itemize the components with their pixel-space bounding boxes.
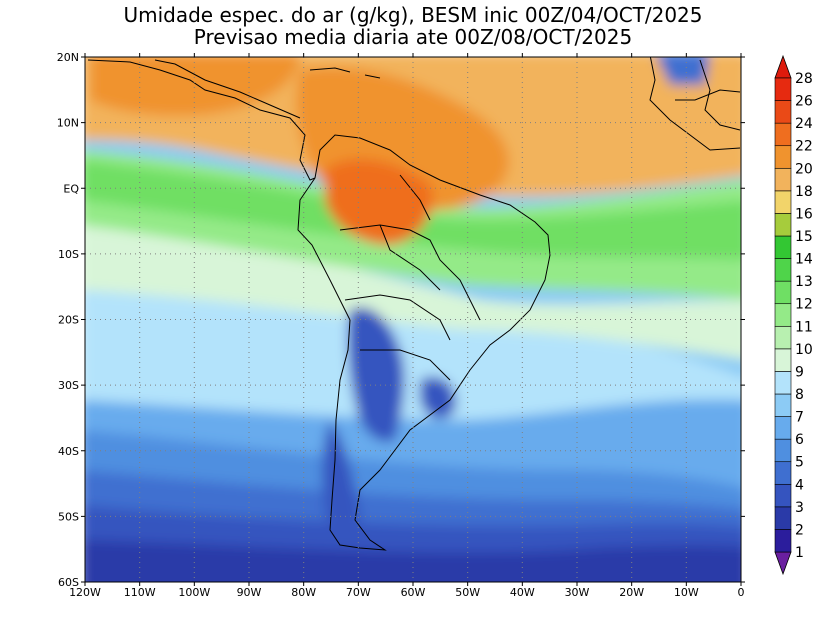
lon-label: 0 bbox=[738, 586, 745, 599]
humidity-field bbox=[85, 57, 741, 582]
latitude-axis: 20N 10N EQ 10S 20S 30S 40S 50S 60S bbox=[57, 51, 745, 589]
colorbar-swatch bbox=[774, 77, 792, 101]
colorbar-label: 14 bbox=[795, 252, 813, 268]
colorbar-label: 6 bbox=[795, 432, 804, 448]
lat-label: 40S bbox=[58, 445, 79, 458]
colorbar-label: 26 bbox=[795, 94, 813, 110]
lon-label: 90W bbox=[237, 586, 262, 599]
colorbar-swatch bbox=[774, 145, 792, 169]
lon-label: 120W bbox=[69, 586, 101, 599]
colorbar-label: 20 bbox=[795, 161, 813, 177]
colorbar-label: 24 bbox=[795, 116, 813, 132]
lat-label: 20N bbox=[57, 51, 79, 64]
lon-label: 80W bbox=[291, 586, 316, 599]
colorbar-label: 7 bbox=[795, 410, 804, 426]
colorbar-swatch bbox=[774, 348, 792, 372]
colorbar-swatch bbox=[774, 529, 792, 553]
lon-label: 100W bbox=[178, 586, 210, 599]
colorbar-swatch bbox=[774, 258, 792, 282]
colorbar-label: 1 bbox=[795, 545, 804, 561]
lon-label: 40W bbox=[510, 586, 535, 599]
colorbar-swatch bbox=[774, 325, 792, 350]
colorbar-swatch bbox=[774, 122, 792, 147]
colorbar-label: 22 bbox=[795, 139, 813, 155]
colorbar-swatch bbox=[774, 393, 792, 417]
colorbar-swatch bbox=[774, 461, 792, 485]
colorbar-label: 10 bbox=[795, 342, 813, 358]
chart-subtitle: Previsao media diaria ate 00Z/08/OCT/202… bbox=[194, 25, 632, 49]
lon-label: 70W bbox=[346, 586, 371, 599]
lon-label: 20W bbox=[619, 586, 644, 599]
longitude-axis: 120W 110W 100W 90W 80W 70W 60W 50W 40W 30W 20W 10W 0 bbox=[69, 53, 745, 599]
colorbar-swatch bbox=[774, 167, 792, 192]
colorbar-high-arrow bbox=[774, 54, 792, 79]
coastlines bbox=[87, 57, 741, 551]
colorbar-swatch bbox=[774, 280, 792, 305]
colorbar-label: 12 bbox=[795, 297, 813, 313]
colorbar-swatch bbox=[774, 303, 792, 327]
colorbar-label: 11 bbox=[795, 319, 813, 335]
colorbar-swatch bbox=[774, 416, 792, 440]
colorbar-swatch bbox=[774, 483, 792, 508]
colorbar-swatch bbox=[774, 190, 792, 214]
colorbar-swatch bbox=[774, 235, 792, 259]
colorbar-label: 5 bbox=[795, 455, 804, 471]
colorbar-label: 4 bbox=[795, 477, 804, 493]
lat-label: EQ bbox=[63, 182, 79, 195]
colorbar-label: 28 bbox=[795, 71, 813, 87]
lon-label: 50W bbox=[455, 586, 480, 599]
lat-label: 10S bbox=[58, 248, 79, 261]
colorbar-swatch bbox=[774, 100, 792, 124]
colorbar-swatch bbox=[774, 506, 792, 530]
colorbar-label: 2 bbox=[795, 522, 804, 538]
colorbar-label: 8 bbox=[795, 387, 804, 403]
colorbar-label: 18 bbox=[795, 184, 813, 200]
colorbar-label: 15 bbox=[795, 229, 813, 245]
lon-label: 10W bbox=[674, 586, 699, 599]
lat-label: 50S bbox=[58, 510, 79, 523]
colorbar-label: 13 bbox=[795, 274, 813, 290]
lon-label: 30W bbox=[565, 586, 590, 599]
colorbar-label: 9 bbox=[795, 364, 804, 380]
colorbar-low-arrow bbox=[774, 551, 792, 576]
lat-label: 10N bbox=[57, 117, 79, 130]
lat-label: 30S bbox=[58, 379, 79, 392]
colorbar-label: 16 bbox=[795, 206, 813, 222]
lon-label: 110W bbox=[124, 586, 156, 599]
lat-label: 20S bbox=[58, 314, 79, 327]
chart-title: Umidade espec. do ar (g/kg), BESM inic 0… bbox=[123, 3, 702, 27]
colorbar-label: 3 bbox=[795, 500, 804, 516]
colorbar-swatch bbox=[774, 213, 792, 237]
colorbar-swatch bbox=[774, 371, 792, 395]
lon-label: 60W bbox=[401, 586, 426, 599]
colorbar-swatch bbox=[774, 438, 792, 463]
lat-label: 60S bbox=[58, 576, 79, 589]
